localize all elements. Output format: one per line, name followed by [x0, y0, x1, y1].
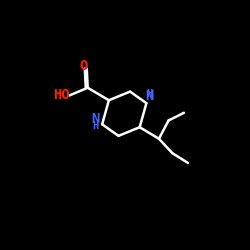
Text: N: N — [91, 112, 100, 126]
Text: N: N — [145, 89, 154, 103]
Text: O: O — [80, 58, 88, 72]
Text: H: H — [92, 121, 98, 131]
Text: HO: HO — [53, 88, 70, 102]
Text: H: H — [146, 89, 152, 99]
